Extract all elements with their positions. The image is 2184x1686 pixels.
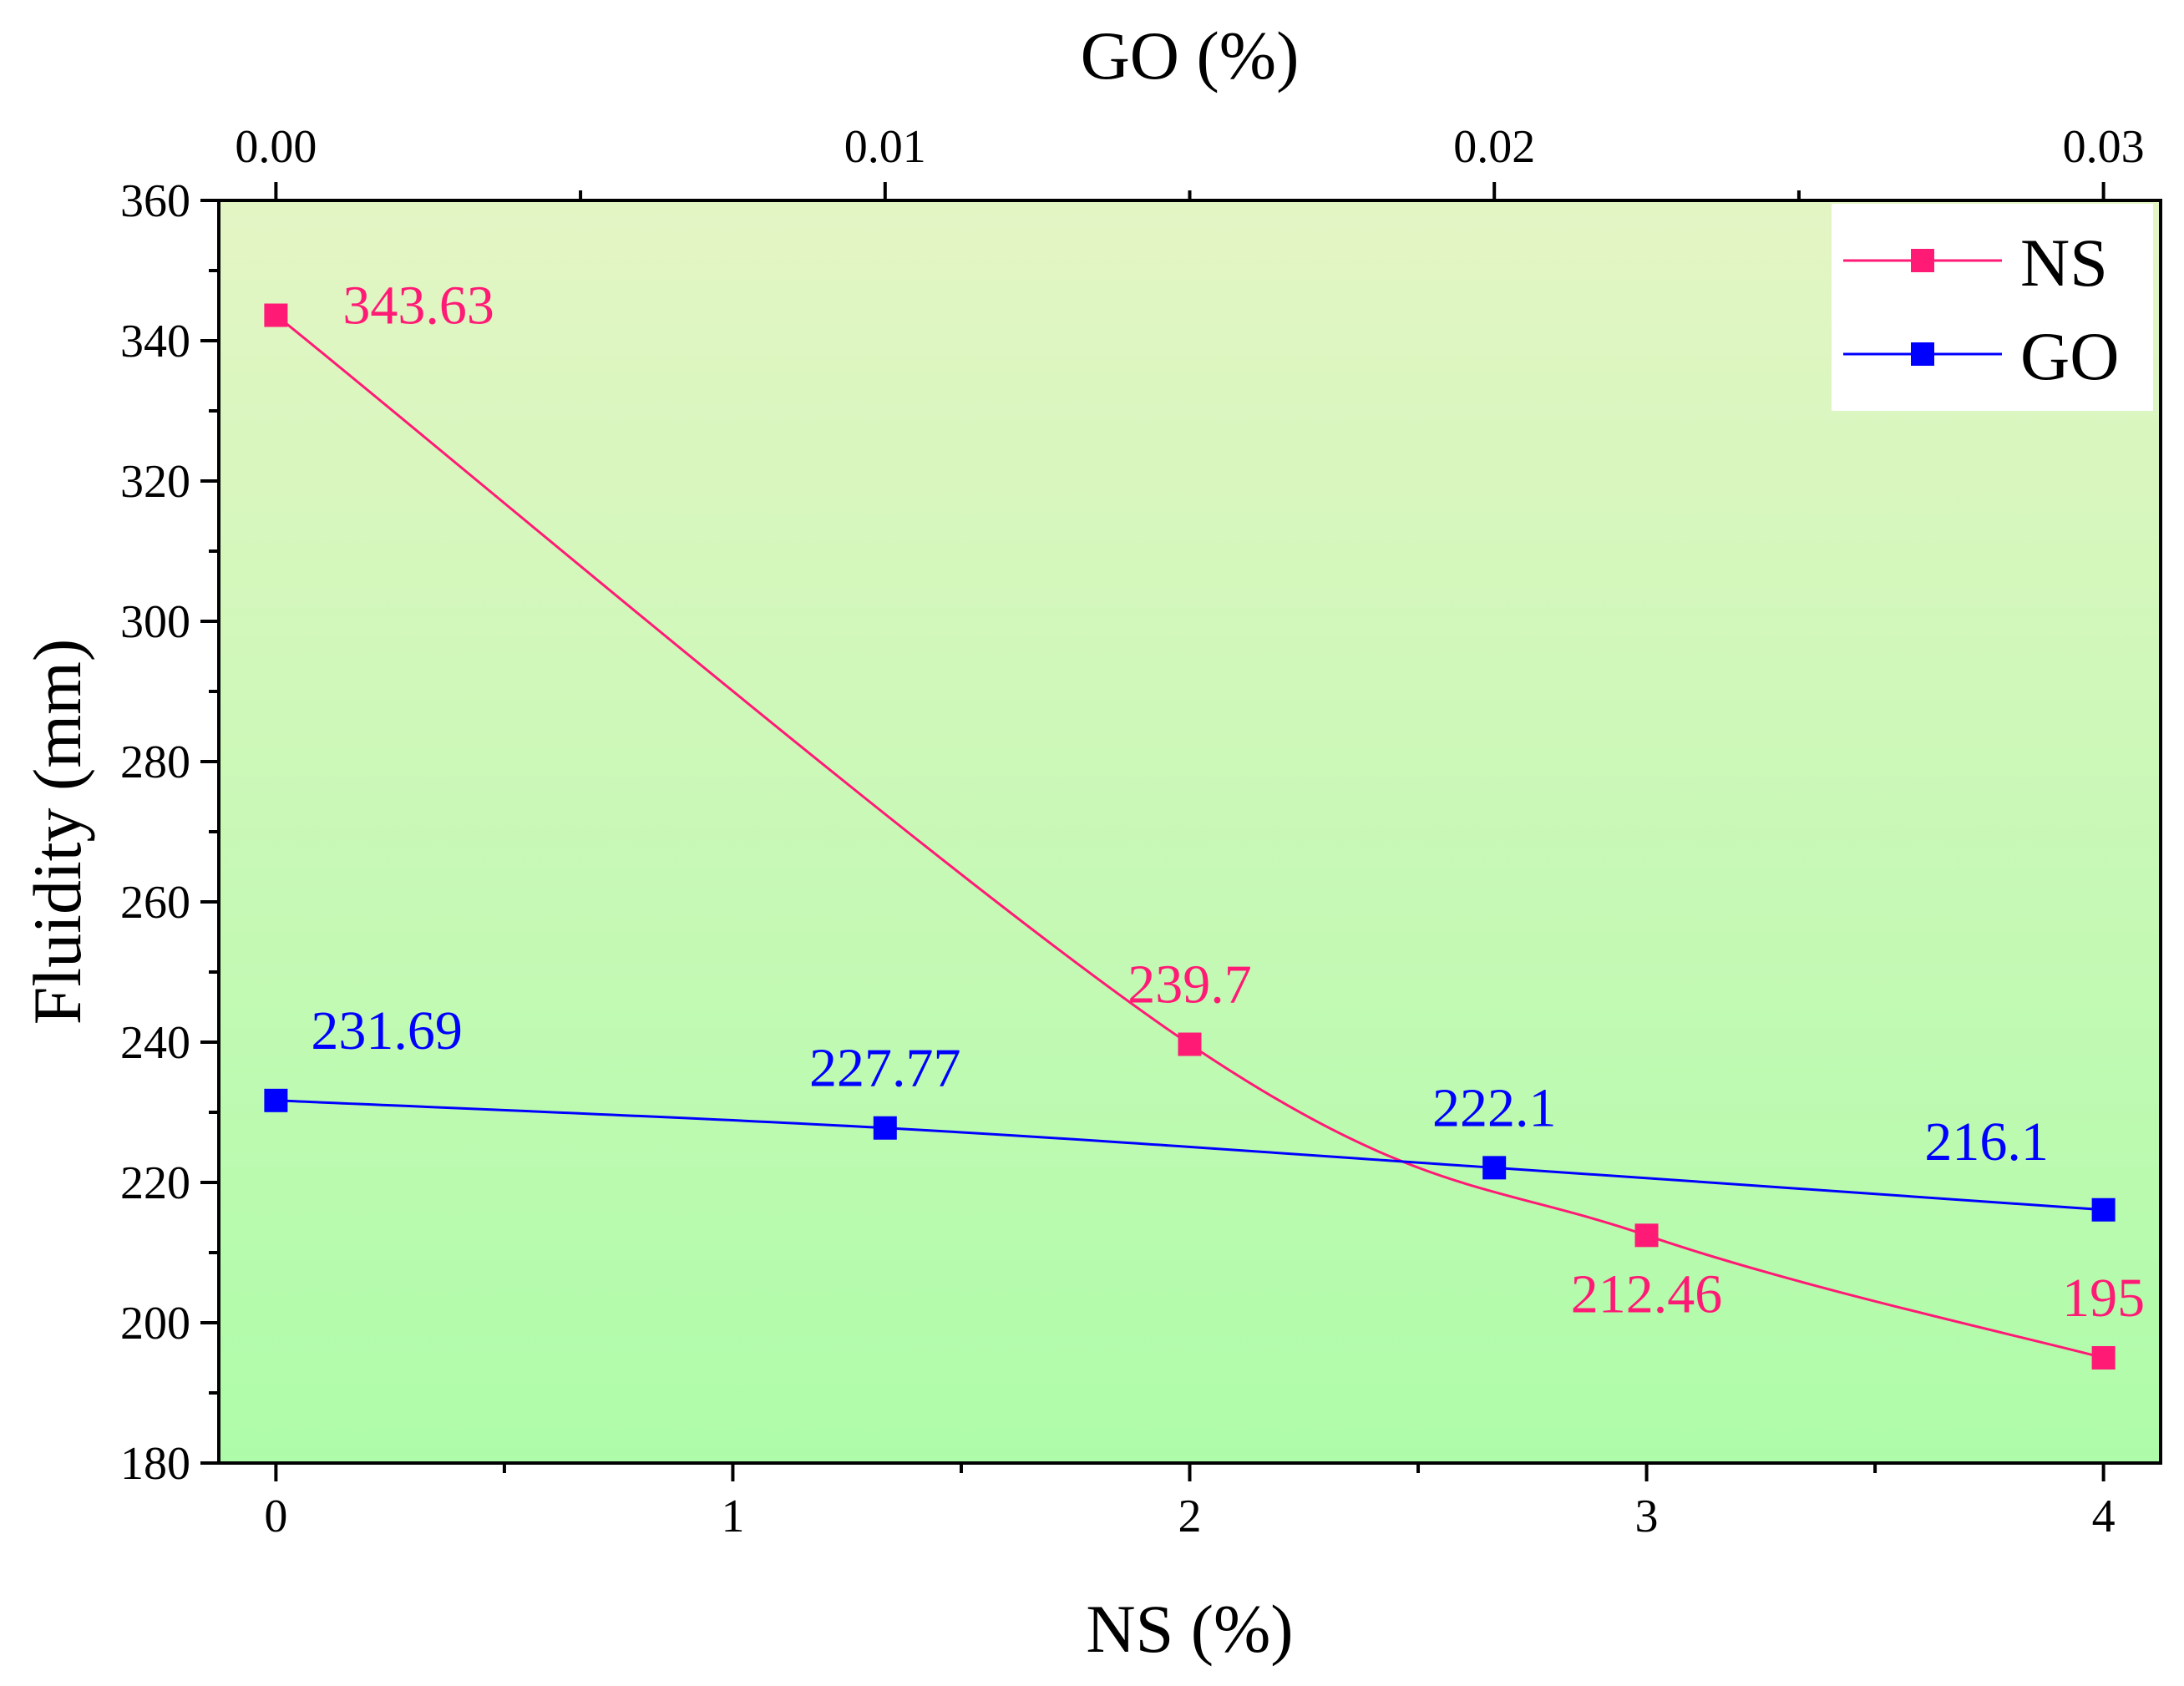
series-ns-data-label: 212.46: [1571, 1263, 1723, 1324]
series-ns-marker: [264, 303, 288, 327]
y-tick-label: 200: [120, 1298, 190, 1349]
x-bottom-tick-label: 0: [264, 1491, 287, 1542]
legend-box: [1832, 204, 2153, 411]
x-top-tick-label: 0.01: [844, 121, 926, 173]
series-ns-data-label: 195: [2062, 1268, 2145, 1329]
y-tick-label: 340: [120, 316, 190, 367]
x-top-tick-label: 0.02: [1453, 121, 1535, 173]
y-tick-label: 280: [120, 737, 190, 788]
x-axis-top-title: GO (%): [1081, 18, 1300, 94]
series-ns-data-label: 343.63: [342, 276, 494, 337]
x-top-tick-label: 0.00: [235, 121, 317, 173]
legend-go-label: GO: [2020, 318, 2119, 394]
y-axis-title: Fluidity (mm): [19, 639, 95, 1025]
y-tick-label: 300: [120, 596, 190, 648]
series-go-data-label: 231.69: [311, 1000, 462, 1061]
series-ns-marker: [1634, 1223, 1659, 1248]
y-tick-label: 360: [120, 175, 190, 227]
series-markers: [264, 303, 2116, 1370]
plot-frame: [217, 199, 2162, 1465]
legend-ns-label: NS: [2020, 225, 2108, 301]
series-go-data-label: 216.1: [1924, 1111, 2049, 1172]
x-bottom-tick-label: 4: [2092, 1491, 2116, 1542]
series-go-marker: [264, 1088, 288, 1112]
series-go-marker: [2091, 1197, 2116, 1222]
x-bottom-tick-label: 2: [1178, 1491, 1202, 1542]
legend-ns-marker: [1911, 249, 1934, 272]
series-go-marker: [873, 1116, 897, 1140]
legend: NS GO: [1832, 204, 2153, 411]
series-ns-marker: [2091, 1346, 2116, 1370]
y-tick-label: 260: [120, 877, 190, 929]
y-tick-label: 180: [120, 1438, 190, 1490]
y-tick-label: 320: [120, 456, 190, 508]
axis-ticks: 180 200 220 240 260 280 300 320 340 360 0 1 2 3 4 0.00 0…: [120, 121, 2145, 1542]
y-tick-label: 220: [120, 1157, 190, 1209]
series-ns-line: [275, 314, 2105, 1359]
series-go-data-label: 227.77: [809, 1038, 961, 1099]
legend-go-marker: [1911, 342, 1934, 366]
x-top-tick-label: 0.03: [2063, 121, 2145, 173]
x-bottom-tick-label: 3: [1635, 1491, 1659, 1542]
series-go-line: [276, 1099, 2104, 1212]
y-tick-label: 240: [120, 1017, 190, 1069]
x-axis-bottom-title: NS (%): [1086, 1591, 1293, 1667]
series-ns-marker: [1178, 1032, 1202, 1056]
series-go-data-label: 222.1: [1432, 1077, 1557, 1138]
series-go-marker: [1482, 1156, 1507, 1180]
series-curves: [275, 314, 2105, 1359]
data-labels: 343.63 239.7 212.46 195 231.69 227.77 222.1 216…: [311, 276, 2145, 1329]
series-ns-data-label: 239.7: [1127, 954, 1252, 1015]
x-bottom-tick-label: 1: [721, 1491, 744, 1542]
